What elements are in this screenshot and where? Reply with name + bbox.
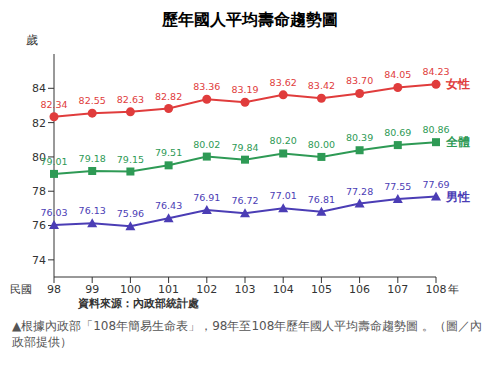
html-text:年: 年 [448,283,459,296]
svg-text:79.15: 79.15 [117,154,144,165]
svg-text:79.01: 79.01 [40,156,67,167]
html-text:民國: 民國 [10,283,32,296]
svg-text:76.43: 76.43 [155,200,182,211]
svg-text:82.82: 82.82 [155,91,182,102]
svg-text:83.19: 83.19 [231,84,258,95]
svg-text:84.05: 84.05 [384,69,411,80]
svg-text:103: 103 [235,283,256,296]
svg-text:77.28: 77.28 [346,186,373,197]
svg-text:82.34: 82.34 [40,99,67,110]
svg-text:80.39: 80.39 [346,132,373,143]
svg-text:77.01: 77.01 [270,190,297,201]
svg-text:80.00: 80.00 [308,139,335,150]
svg-text:98: 98 [47,283,61,296]
svg-text:83.70: 83.70 [346,75,373,86]
svg-text:83.62: 83.62 [270,77,297,88]
svg-text:76.03: 76.03 [40,207,67,218]
svg-text:80: 80 [32,150,46,164]
svg-text:75.96: 75.96 [117,208,144,219]
svg-text:105: 105 [311,283,332,296]
svg-text:83.42: 83.42 [308,80,335,91]
svg-text:78: 78 [32,185,46,198]
svg-text:全體: 全體 [445,135,470,149]
svg-text:82.63: 82.63 [117,94,144,105]
svg-text:80.20: 80.20 [270,135,297,146]
svg-text:76.91: 76.91 [193,192,220,203]
svg-text:79.51: 79.51 [155,147,182,158]
svg-text:79.84: 79.84 [231,142,258,153]
svg-text:76.72: 76.72 [231,195,258,206]
svg-text:100: 100 [120,283,141,296]
svg-text:80.69: 80.69 [384,127,411,138]
svg-text:99: 99 [85,283,99,296]
svg-text:82: 82 [32,117,46,130]
svg-text:84: 84 [32,82,46,95]
svg-text:108: 108 [426,283,447,296]
svg-text:106: 106 [349,283,370,296]
svg-text:80.86: 80.86 [422,124,449,135]
svg-text:102: 102 [196,283,217,296]
svg-text:77.69: 77.69 [422,179,449,190]
svg-text:男性: 男性 [445,190,470,204]
svg-text:82.55: 82.55 [79,95,106,106]
svg-text:女性: 女性 [445,77,470,91]
svg-text:76: 76 [32,219,46,232]
svg-text:84.23: 84.23 [422,66,449,77]
html-text:▲根據內政部「108年簡易生命表」，98年至108年歷年國人: ▲根據內政部「108年簡易生命表」，98年至108年歷年國人平均壽命趨勢圖 。（… [12,319,483,349]
svg-text:79.18: 79.18 [79,153,106,164]
svg-text:76.13: 76.13 [79,205,106,216]
svg-text:104: 104 [273,283,294,296]
html-text:歲: 歲 [26,33,38,47]
html-text:歷年國人平均壽命趨勢圖: 歷年國人平均壽命趨勢圖 [161,10,338,29]
svg-text:74: 74 [32,254,46,267]
svg-text:80.02: 80.02 [193,139,220,150]
svg-text:83.36: 83.36 [193,81,220,92]
svg-text:76.81: 76.81 [308,194,335,205]
svg-text:107: 107 [387,283,408,296]
svg-text:101: 101 [158,283,179,296]
svg-text:77.55: 77.55 [384,181,411,192]
html-text:資料來源：內政部統計處: 資料來源：內政部統計處 [78,297,199,310]
